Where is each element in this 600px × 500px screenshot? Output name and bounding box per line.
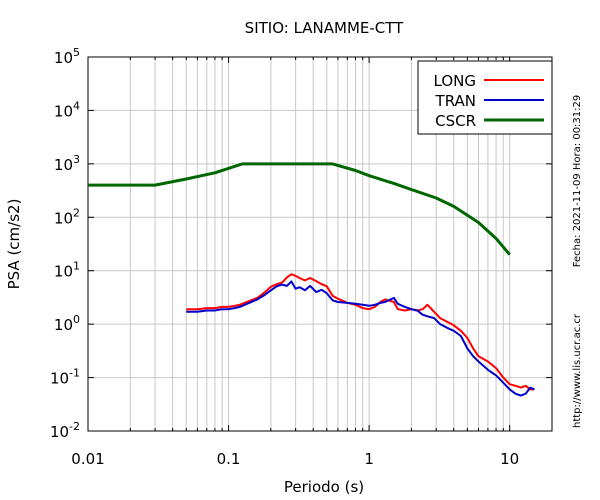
y-tick-label: 100 <box>54 313 80 334</box>
y-tick-base: 10 <box>50 370 69 388</box>
y-axis-label: PSA (cm/s2) <box>5 199 23 290</box>
series-lines <box>88 162 535 397</box>
y-tick-exponent: 1 <box>73 260 80 273</box>
x-tick-label: 1 <box>364 450 374 468</box>
chart-title: SITIO: LANAMME-CTT <box>245 19 404 37</box>
y-tick-exponent: 5 <box>73 46 80 59</box>
series-line-tran <box>186 280 535 397</box>
y-tick-label: 101 <box>54 260 80 281</box>
legend-label-tran: TRAN <box>435 92 476 110</box>
x-tick-label: 0.01 <box>71 450 104 468</box>
grid-lines <box>87 56 553 432</box>
y-tick-label: 10-2 <box>50 420 80 441</box>
timestamp-annotation: Fecha: 2021-11-09 Hora: 00:31:29 <box>572 95 583 268</box>
y-tick-label: 10-1 <box>50 367 80 388</box>
y-tick-exponent: 2 <box>73 206 80 219</box>
x-tick-label: 10 <box>500 450 519 468</box>
y-tick-exponent: 4 <box>73 99 80 112</box>
y-tick-exponent: 0 <box>73 313 80 326</box>
plot-frame <box>87 56 553 432</box>
y-tick-label: 103 <box>54 153 80 174</box>
website-annotation: http://www.lis.ucr.ac.cr <box>572 313 583 428</box>
y-tick-base: 10 <box>54 49 73 67</box>
y-tick-label: 102 <box>54 206 80 227</box>
legend-label-long: LONG <box>434 72 476 90</box>
legend-label-cscr: CSCR <box>435 112 476 130</box>
y-tick-exponent: 3 <box>73 153 80 166</box>
y-tick-label: 105 <box>54 46 80 67</box>
y-tick-label: 104 <box>54 99 80 120</box>
y-tick-base: 10 <box>54 263 73 281</box>
y-tick-base: 10 <box>54 209 73 227</box>
y-tick-exponent: -1 <box>69 367 80 380</box>
legend-box <box>417 60 553 135</box>
y-tick-base: 10 <box>54 316 73 334</box>
series-line-long <box>186 273 535 391</box>
x-axis-label: Periodo (s) <box>284 478 364 496</box>
y-tick-base: 10 <box>54 156 73 174</box>
y-tick-base: 10 <box>50 423 69 441</box>
legend: LONG TRAN CSCR <box>417 60 553 135</box>
series-line-cscr <box>88 162 511 256</box>
y-tick-base: 10 <box>54 102 73 120</box>
y-tick-exponent: -2 <box>69 420 80 433</box>
x-tick-label: 0.1 <box>217 450 241 468</box>
